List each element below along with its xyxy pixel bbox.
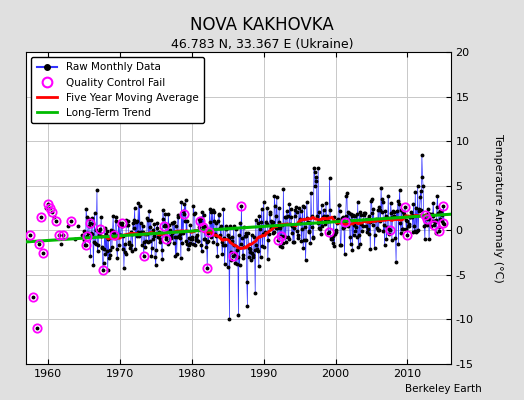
Text: NOVA KAKHOVKA: NOVA KAKHOVKA (190, 16, 334, 34)
Y-axis label: Temperature Anomaly (°C): Temperature Anomaly (°C) (493, 134, 503, 282)
Text: Berkeley Earth: Berkeley Earth (406, 384, 482, 394)
Legend: Raw Monthly Data, Quality Control Fail, Five Year Moving Average, Long-Term Tren: Raw Monthly Data, Quality Control Fail, … (31, 57, 204, 123)
Text: 46.783 N, 33.367 E (Ukraine): 46.783 N, 33.367 E (Ukraine) (171, 38, 353, 51)
